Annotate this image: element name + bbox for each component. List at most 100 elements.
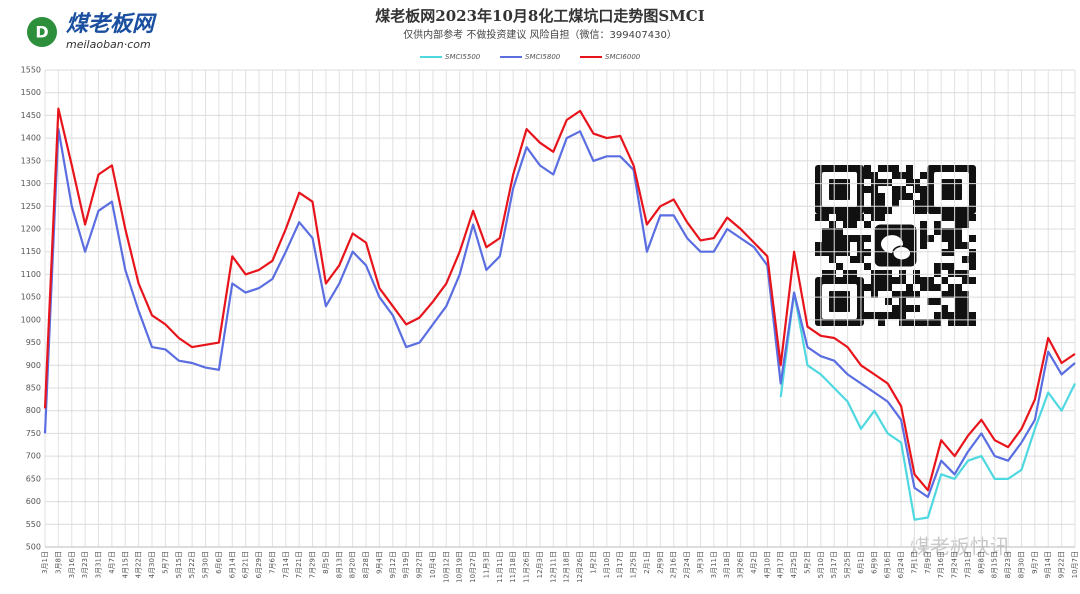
- qr-module: [913, 277, 920, 284]
- qr-module: [920, 277, 927, 284]
- qr-module: [913, 186, 920, 193]
- qr-module: [934, 312, 941, 319]
- x-tick-label: 8月15日: [991, 551, 999, 578]
- y-tick-label: 1150: [21, 247, 41, 256]
- qr-module: [899, 277, 906, 284]
- qr-module: [969, 277, 976, 284]
- qr-module: [878, 200, 885, 207]
- x-tick-label: 7月29日: [309, 551, 317, 578]
- qr-module: [864, 165, 871, 172]
- qr-module: [892, 193, 899, 200]
- qr-module: [955, 270, 962, 277]
- qr-module: [892, 312, 899, 319]
- qr-module: [815, 242, 822, 249]
- qr-module: [934, 284, 941, 291]
- x-tick-label: 5月7日: [161, 551, 169, 574]
- x-tick-label: 4月22日: [135, 551, 143, 578]
- qr-module: [962, 319, 969, 326]
- qr-module: [864, 249, 871, 256]
- logo-icon: [27, 17, 57, 47]
- x-tick-label: 6月24日: [897, 551, 905, 578]
- qr-module: [920, 172, 927, 179]
- qr-module: [955, 305, 962, 312]
- x-tick-label: 6月9日: [870, 551, 878, 574]
- qr-module: [899, 186, 906, 193]
- qr-module: [822, 270, 829, 277]
- qr-module: [927, 235, 934, 242]
- qr-module: [885, 277, 892, 284]
- qr-module: [913, 200, 920, 207]
- qr-module: [941, 228, 948, 235]
- x-tick-label: 10月27日: [469, 551, 477, 583]
- qr-module: [885, 298, 892, 305]
- qr-module: [941, 312, 948, 319]
- qr-module: [920, 228, 927, 235]
- x-tick-label: 3月11日: [710, 551, 718, 578]
- qr-finder: [829, 291, 850, 312]
- y-tick-label: 600: [26, 497, 41, 506]
- qr-module: [899, 193, 906, 200]
- qr-module: [906, 284, 913, 291]
- qr-module: [962, 221, 969, 228]
- x-tick-label: 6月29日: [255, 551, 263, 578]
- y-tick-label: 1050: [21, 293, 41, 302]
- qr-module: [969, 249, 976, 256]
- qr-module: [843, 235, 850, 242]
- x-tick-label: 6月6日: [215, 551, 223, 574]
- qr-module: [843, 214, 850, 221]
- x-tick-label: 11月18日: [509, 551, 517, 583]
- qr-module: [948, 319, 955, 326]
- qr-module: [962, 270, 969, 277]
- qr-module: [878, 207, 885, 214]
- qr-module: [948, 284, 955, 291]
- x-tick-label: 5月30日: [202, 551, 210, 578]
- qr-module: [948, 235, 955, 242]
- series-line: [779, 291, 1076, 521]
- qr-module: [878, 312, 885, 319]
- qr-module: [934, 319, 941, 326]
- qr-module: [941, 291, 948, 298]
- qr-module: [885, 284, 892, 291]
- x-tick-label: 2月24日: [683, 551, 691, 578]
- y-tick-label: 1450: [21, 111, 41, 120]
- x-tick-label: 2月1日: [643, 551, 651, 574]
- x-tick-label: 5月2日: [803, 551, 811, 574]
- qr-module: [969, 319, 976, 326]
- qr-module: [864, 235, 871, 242]
- qr-module: [941, 305, 948, 312]
- y-tick-label: 1200: [21, 225, 41, 234]
- qr-module: [885, 207, 892, 214]
- x-tick-label: 5月17日: [830, 551, 838, 578]
- qr-module: [934, 221, 941, 228]
- qr-module: [955, 221, 962, 228]
- x-tick-label: 9月12日: [389, 551, 397, 578]
- qr-module: [920, 193, 927, 200]
- qr-finder: [941, 179, 962, 200]
- qr-module: [864, 312, 871, 319]
- qr-module: [955, 298, 962, 305]
- qr-module: [948, 291, 955, 298]
- x-tick-label: 1月10日: [603, 551, 611, 578]
- legend-label: SMCI5500: [445, 53, 481, 61]
- qr-module: [836, 263, 843, 270]
- qr-module: [864, 172, 871, 179]
- qr-module: [934, 298, 941, 305]
- y-tick-label: 1300: [21, 179, 41, 188]
- qr-module: [892, 291, 899, 298]
- y-tick-label: 1500: [21, 88, 41, 97]
- x-tick-label: 7月14日: [282, 551, 290, 578]
- qr-module: [962, 312, 969, 319]
- qr-module: [948, 312, 955, 319]
- x-tick-label: 7月16日: [937, 551, 945, 578]
- x-tick-label: 6月21日: [242, 551, 250, 578]
- qr-module: [878, 284, 885, 291]
- x-tick-label: 5月10日: [817, 551, 825, 578]
- qr-module: [969, 312, 976, 319]
- qr-module: [822, 235, 829, 242]
- qr-module: [843, 270, 850, 277]
- qr-module: [878, 270, 885, 277]
- qr-module: [969, 214, 976, 221]
- qr-module: [969, 263, 976, 270]
- x-tick-label: 5月25日: [844, 551, 852, 578]
